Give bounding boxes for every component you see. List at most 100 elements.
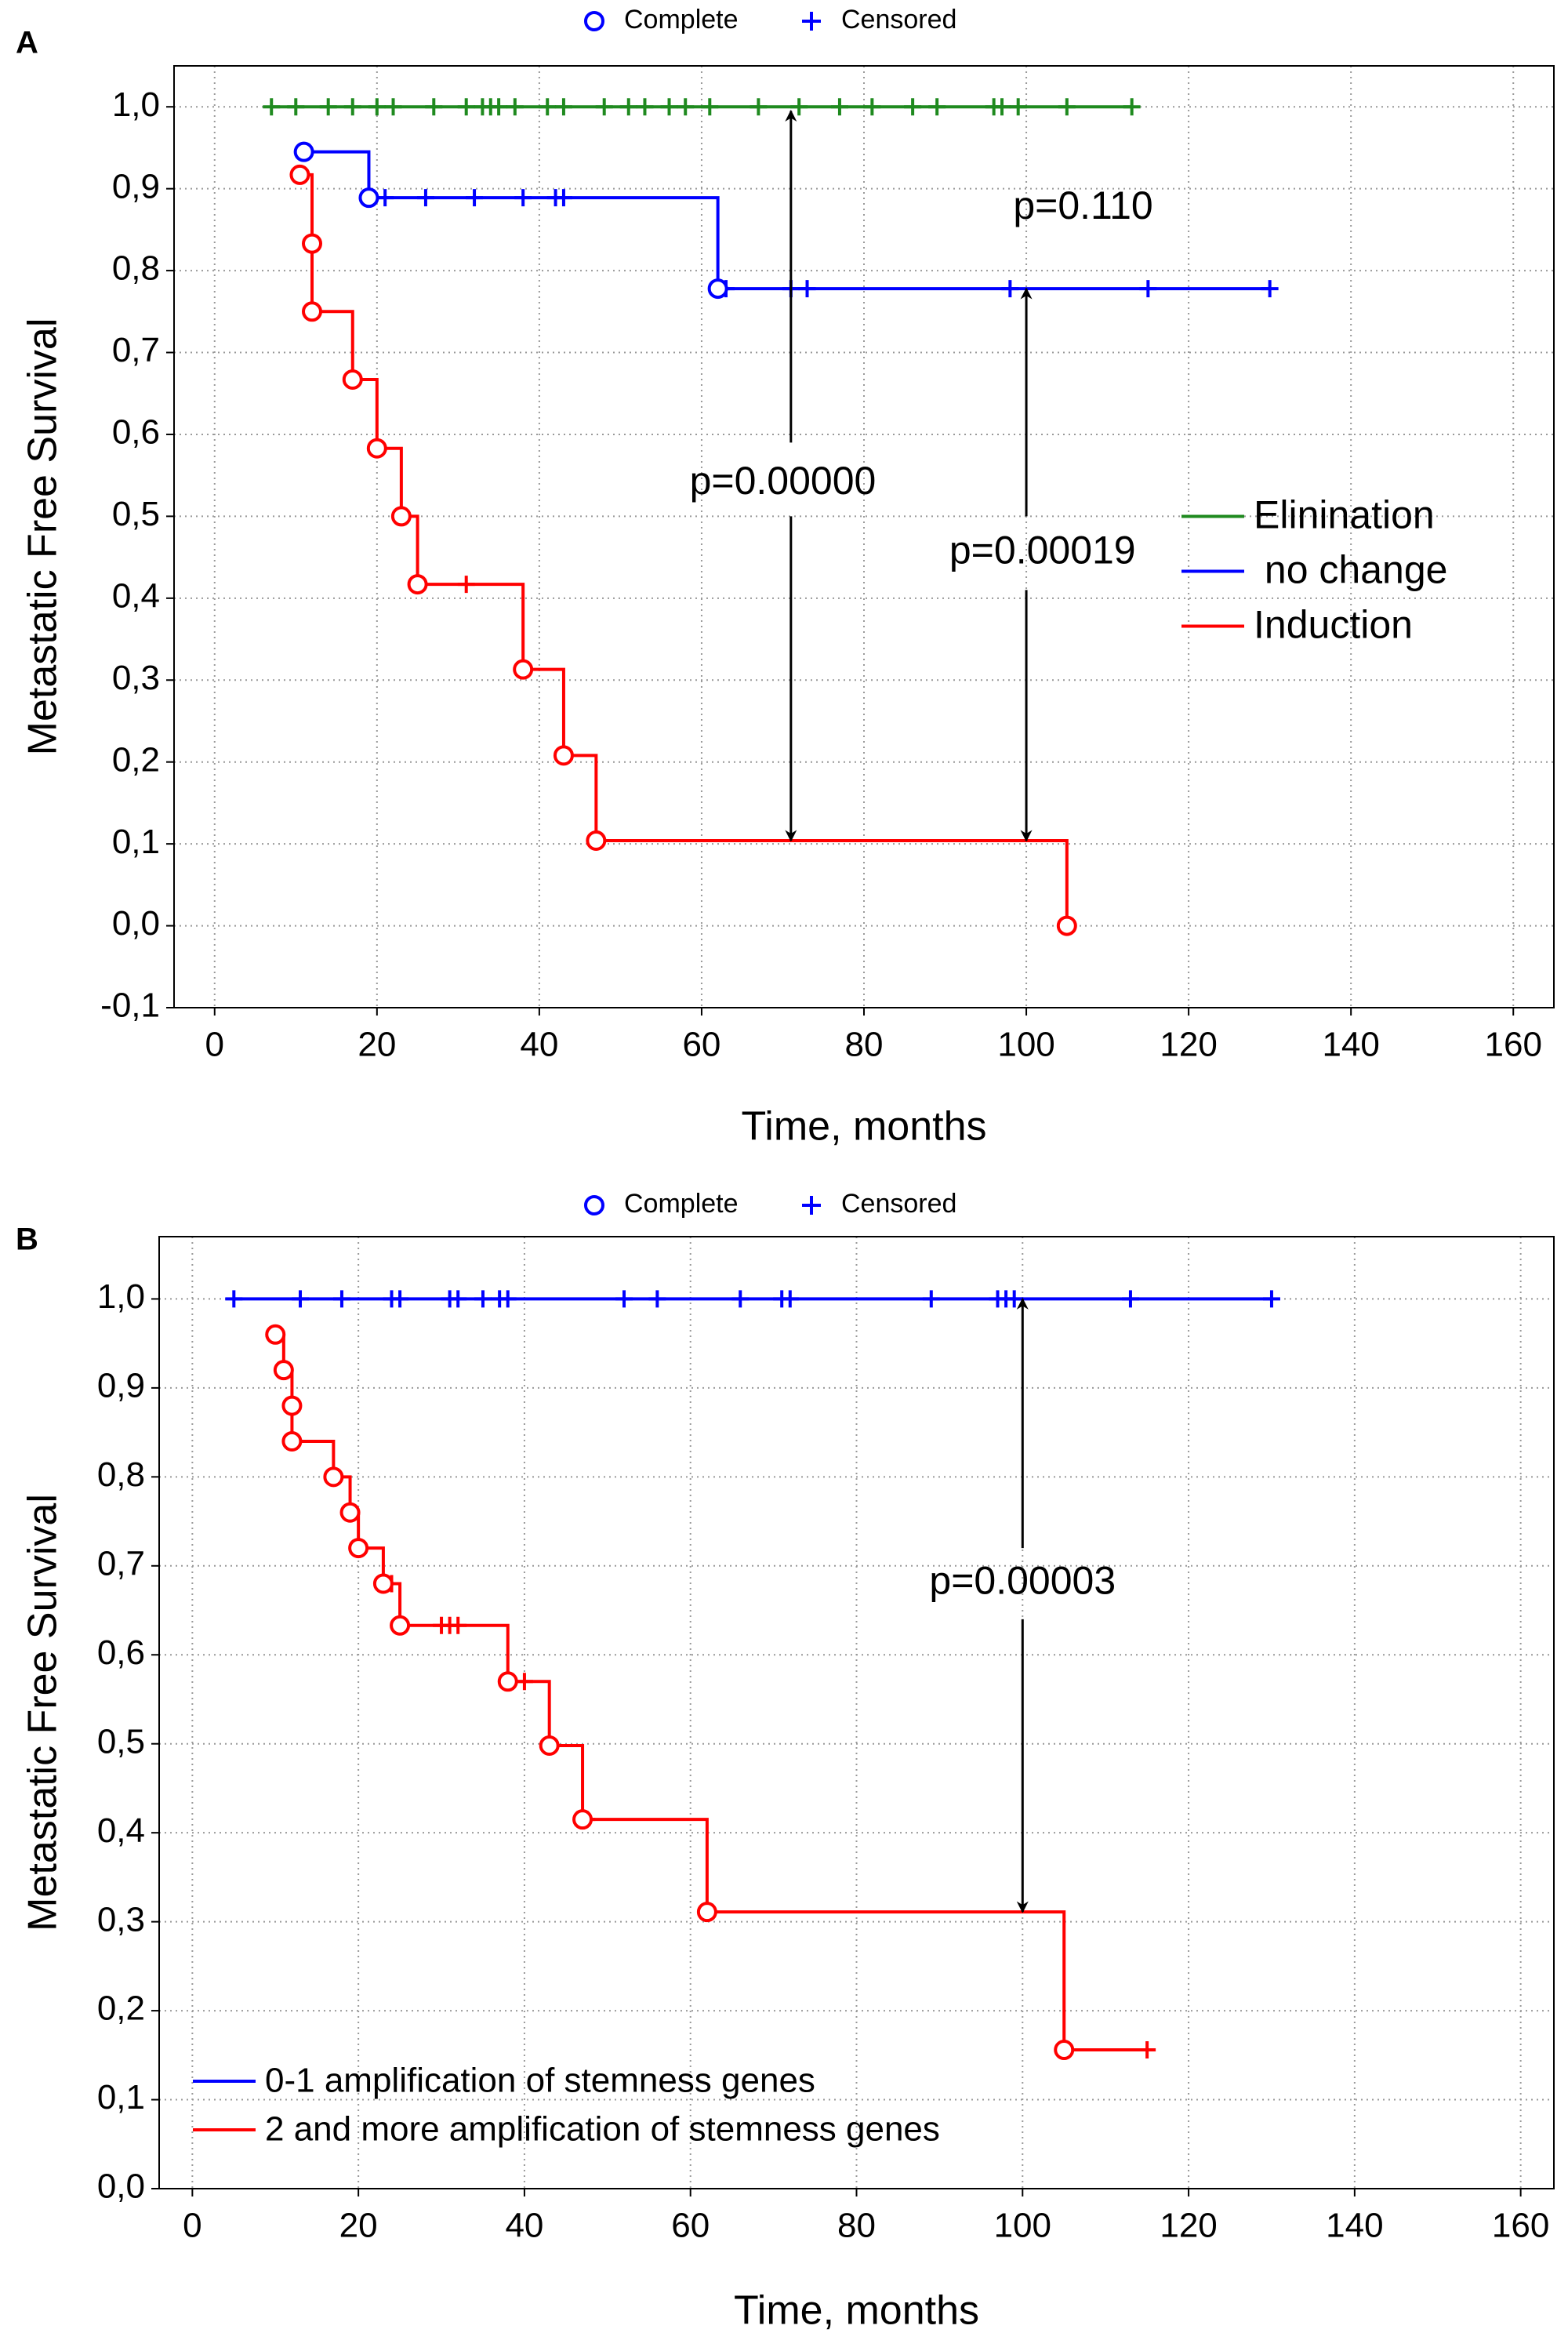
p-value-annotation: p=0.00003 — [929, 1559, 1116, 1603]
censored-marker — [798, 280, 816, 298]
censored-marker — [701, 98, 719, 116]
plot-frame — [158, 1236, 1555, 2189]
censored-marker — [677, 98, 695, 116]
censored-marker — [790, 98, 808, 116]
y-tick-label: 1,0 — [97, 1277, 145, 1316]
complete-marker — [513, 659, 534, 680]
p-value-annotation: p=0.00000 — [690, 459, 877, 503]
p-value-annotation: p=0.110 — [1013, 183, 1152, 227]
x-axis-label: Time, months — [734, 2288, 979, 2334]
censored-marker — [499, 1290, 517, 1308]
complete-marker — [265, 1324, 286, 1345]
complete-marker — [1054, 2040, 1075, 2061]
complete-marker — [339, 1502, 361, 1523]
legend-label: 0-1 amplification of stemness genes — [265, 2062, 815, 2100]
censored-marker — [781, 1290, 799, 1308]
complete-marker — [390, 506, 412, 527]
x-tick-label: 160 — [1492, 2207, 1549, 2245]
x-axis-label: Time, months — [741, 1104, 986, 1150]
censored-marker — [1262, 1290, 1280, 1308]
x-tick-label: 120 — [1160, 1026, 1217, 1064]
censored-marker — [514, 189, 532, 207]
censored-marker — [1138, 2041, 1156, 2059]
censored-marker — [449, 1616, 467, 1634]
y-tick-label: 0,0 — [97, 2167, 145, 2206]
marker-legend-label: Censored — [841, 5, 956, 35]
censored-marker — [1009, 98, 1027, 116]
y-tick-label: 0,8 — [112, 249, 160, 288]
censored-marker — [993, 98, 1011, 116]
y-tick-label: 0,6 — [112, 413, 160, 452]
complete-marker — [366, 438, 387, 459]
censored-legend-symbol — [802, 12, 821, 31]
complete-marker — [302, 233, 322, 254]
legend-label: no change — [1254, 548, 1447, 592]
y-tick-label: 0,1 — [97, 2078, 145, 2117]
censored-marker — [1005, 1290, 1023, 1308]
y-tick-label: 0,0 — [112, 904, 160, 943]
censored-legend-symbol — [802, 1196, 821, 1215]
marker-legend-label: Complete — [624, 5, 739, 35]
censored-marker — [292, 1290, 310, 1308]
complete-legend-symbol — [584, 1195, 604, 1215]
censored-marker — [1001, 280, 1019, 298]
censored-marker — [416, 189, 434, 207]
y-tick-label: 0,4 — [97, 1811, 145, 1850]
y-tick-label: 0,3 — [112, 659, 160, 697]
complete-marker — [372, 1573, 394, 1594]
complete-marker — [281, 1395, 303, 1416]
censored-marker — [384, 98, 402, 116]
x-tick-label: 100 — [994, 2207, 1051, 2245]
censored-marker — [449, 1290, 467, 1308]
y-tick-label: 0,2 — [97, 1989, 145, 2028]
complete-marker — [572, 1809, 593, 1830]
x-tick-label: 40 — [505, 2207, 543, 2245]
complete-legend-symbol — [584, 11, 604, 31]
x-tick-label: 140 — [1326, 2207, 1383, 2245]
complete-marker — [539, 1735, 560, 1756]
x-tick-label: 40 — [520, 1026, 558, 1064]
complete-marker — [342, 369, 363, 390]
complete-marker — [586, 830, 607, 851]
censored-marker — [368, 98, 386, 116]
complete-marker — [707, 278, 728, 300]
y-tick-label: 0,1 — [112, 823, 160, 861]
plot-frame — [173, 65, 1555, 1008]
complete-marker — [323, 1466, 344, 1488]
y-tick-label: 0,5 — [97, 1722, 145, 1760]
censored-marker — [1121, 1290, 1139, 1308]
y-axis-label: Metastatic Free Survival — [20, 1494, 66, 1931]
censored-marker — [928, 98, 946, 116]
censored-marker — [332, 1290, 350, 1308]
censored-marker — [595, 98, 613, 116]
x-tick-label: 80 — [845, 1026, 884, 1064]
survival-curve — [275, 1332, 1148, 2052]
y-tick-label: 0,7 — [97, 1544, 145, 1582]
y-tick-label: 0,5 — [112, 495, 160, 533]
censored-marker — [1139, 280, 1157, 298]
censored-marker — [1261, 280, 1279, 298]
x-tick-label: 20 — [358, 1026, 396, 1064]
censored-marker — [648, 1290, 666, 1308]
complete-marker — [390, 1615, 411, 1636]
censored-marker — [619, 98, 637, 116]
censored-marker — [490, 98, 508, 116]
censored-marker — [425, 98, 443, 116]
complete-marker — [497, 1671, 518, 1692]
complete-marker — [553, 745, 574, 766]
complete-marker — [302, 301, 322, 322]
censored-marker — [225, 1290, 243, 1308]
censored-marker — [466, 189, 484, 207]
censored-marker — [319, 98, 337, 116]
legend-label: 2 and more amplification of stemness gen… — [265, 2110, 940, 2149]
censored-marker — [904, 98, 922, 116]
p-value-annotation: p=0.00019 — [949, 529, 1136, 572]
complete-marker — [289, 164, 310, 185]
x-tick-label: 0 — [183, 2207, 201, 2245]
y-tick-label: 0,3 — [97, 1900, 145, 1938]
y-tick-label: 0,6 — [97, 1633, 145, 1672]
x-tick-label: 20 — [339, 2207, 378, 2245]
x-tick-label: 60 — [671, 2207, 710, 2245]
complete-marker — [293, 141, 314, 162]
